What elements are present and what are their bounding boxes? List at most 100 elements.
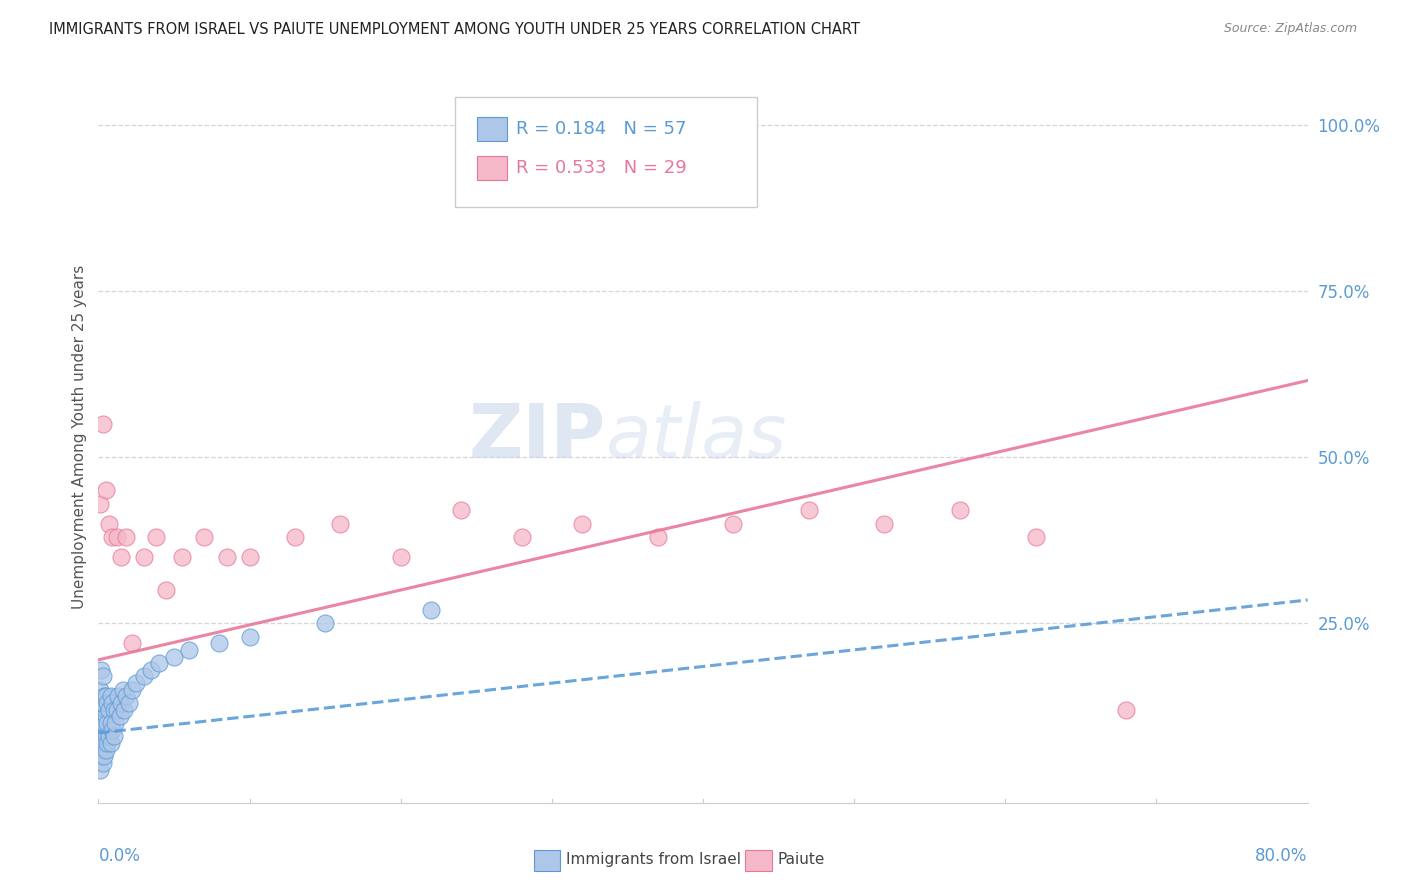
Text: Paiute: Paiute — [778, 853, 825, 867]
Point — [105, 530, 128, 544]
Point — [121, 682, 143, 697]
Point — [90, 749, 112, 764]
Text: Source: ZipAtlas.com: Source: ZipAtlas.com — [1223, 22, 1357, 36]
Point — [114, 530, 136, 544]
Bar — [534, 850, 561, 871]
Point — [89, 682, 111, 697]
Point — [179, 643, 201, 657]
Point — [89, 736, 111, 750]
Bar — [745, 850, 772, 871]
Point — [155, 582, 177, 597]
Point — [163, 649, 186, 664]
Point — [873, 516, 896, 531]
Point — [98, 703, 121, 717]
Point — [108, 709, 131, 723]
Point — [723, 516, 745, 531]
Point — [389, 549, 412, 564]
Point — [100, 736, 122, 750]
Point — [103, 703, 125, 717]
Text: ZIP: ZIP — [470, 401, 606, 474]
Point — [103, 729, 125, 743]
Point — [93, 749, 115, 764]
Point — [215, 549, 238, 564]
Point — [239, 549, 262, 564]
Y-axis label: Unemployment Among Youth under 25 years: Unemployment Among Youth under 25 years — [72, 265, 87, 609]
Point — [93, 690, 115, 704]
Point — [949, 503, 972, 517]
Point — [90, 663, 112, 677]
Point — [112, 703, 135, 717]
Point — [450, 503, 472, 517]
Point — [329, 516, 352, 531]
Point — [170, 549, 193, 564]
Point — [118, 696, 141, 710]
Point — [91, 696, 114, 710]
Point — [94, 483, 117, 498]
Point — [100, 690, 122, 704]
Text: atlas: atlas — [606, 401, 787, 473]
FancyBboxPatch shape — [456, 97, 758, 207]
Point — [90, 716, 112, 731]
Point — [101, 696, 124, 710]
Point — [93, 736, 115, 750]
Point — [208, 636, 231, 650]
Point — [121, 636, 143, 650]
Point — [93, 716, 115, 731]
Point — [420, 603, 443, 617]
Point — [89, 763, 111, 777]
Text: 0.0%: 0.0% — [98, 847, 141, 864]
Point — [96, 736, 118, 750]
Point — [89, 749, 111, 764]
Bar — [477, 156, 508, 179]
Point — [98, 729, 121, 743]
Point — [90, 696, 112, 710]
Point — [647, 530, 669, 544]
Text: R = 0.533   N = 29: R = 0.533 N = 29 — [516, 159, 686, 177]
Point — [96, 696, 118, 710]
Point — [145, 530, 167, 544]
Point — [284, 530, 307, 544]
Point — [89, 497, 111, 511]
Text: R = 0.184   N = 57: R = 0.184 N = 57 — [516, 120, 686, 138]
Point — [125, 676, 148, 690]
Point — [107, 690, 129, 704]
Point — [91, 742, 114, 756]
Text: 80.0%: 80.0% — [1256, 847, 1308, 864]
Point — [101, 723, 124, 737]
Point — [91, 756, 114, 770]
Point — [96, 716, 118, 731]
Bar — [477, 118, 508, 141]
Point — [148, 656, 170, 670]
Point — [193, 530, 215, 544]
Point — [94, 709, 117, 723]
Point — [571, 516, 593, 531]
Point — [797, 503, 820, 517]
Point — [89, 703, 111, 717]
Point — [110, 696, 132, 710]
Point — [110, 549, 132, 564]
Point — [89, 716, 111, 731]
Point — [111, 682, 134, 697]
Point — [141, 663, 163, 677]
Point — [239, 630, 262, 644]
Point — [104, 716, 127, 731]
Point — [90, 729, 112, 743]
Point — [94, 742, 117, 756]
Text: IMMIGRANTS FROM ISRAEL VS PAIUTE UNEMPLOYMENT AMONG YOUTH UNDER 25 YEARS CORRELA: IMMIGRANTS FROM ISRAEL VS PAIUTE UNEMPLO… — [49, 22, 860, 37]
Point — [91, 417, 114, 431]
Point — [314, 616, 336, 631]
Point — [98, 516, 121, 531]
Point — [1024, 530, 1046, 544]
Point — [101, 530, 124, 544]
Point — [105, 703, 128, 717]
Point — [510, 530, 533, 544]
Point — [1115, 703, 1137, 717]
Point — [132, 549, 155, 564]
Point — [94, 729, 117, 743]
Point — [94, 690, 117, 704]
Point — [114, 690, 136, 704]
Point — [100, 716, 122, 731]
Point — [91, 669, 114, 683]
Point — [91, 729, 114, 743]
Text: Immigrants from Israel: Immigrants from Israel — [567, 853, 741, 867]
